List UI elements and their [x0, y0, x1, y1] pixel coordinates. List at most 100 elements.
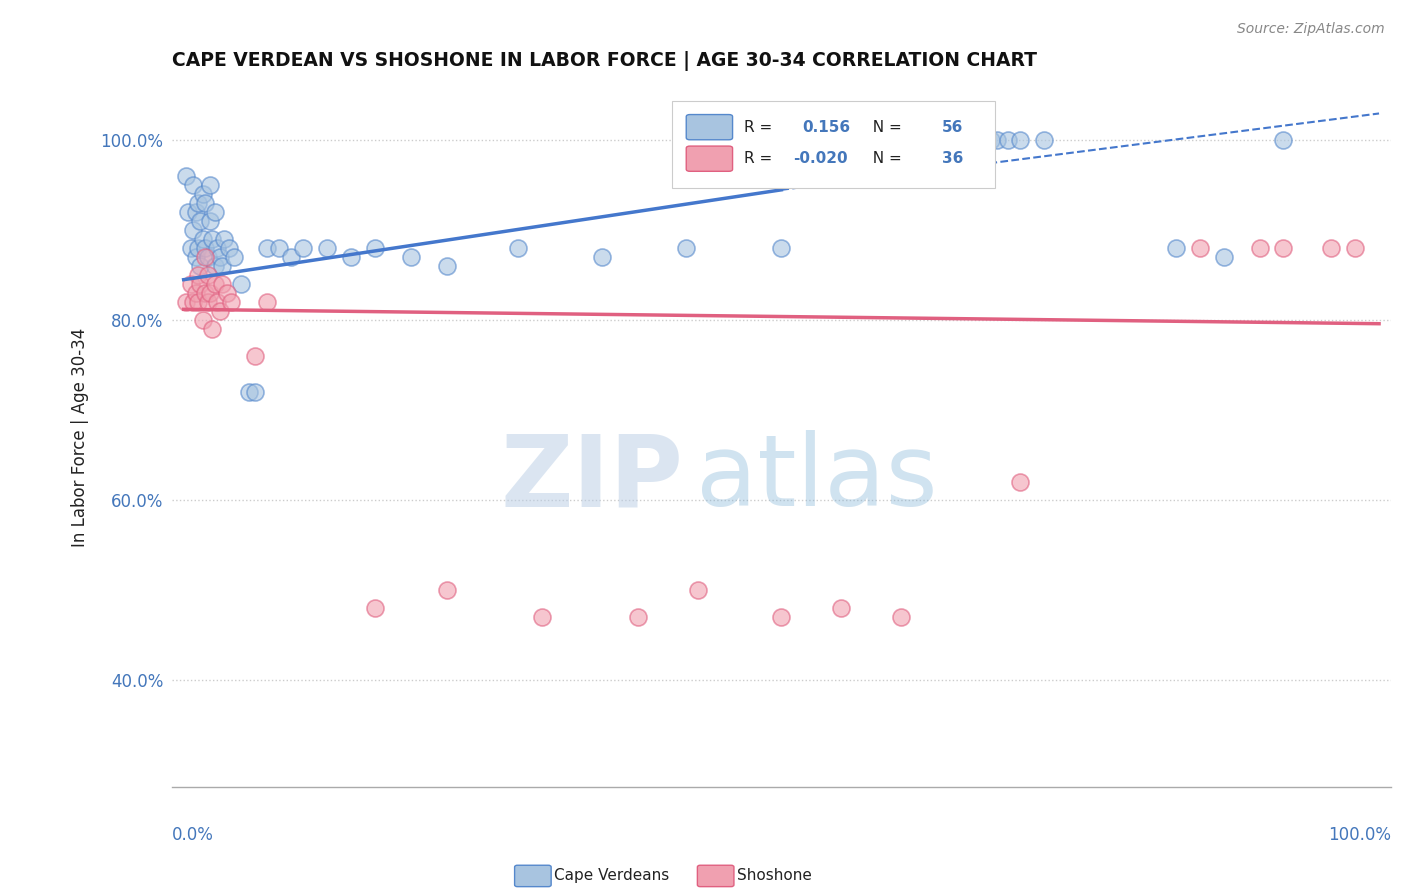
Point	[830, 600, 852, 615]
Text: 56: 56	[942, 120, 963, 135]
Point	[1212, 250, 1234, 264]
Point	[1344, 241, 1367, 255]
Point	[508, 241, 530, 255]
Point	[221, 295, 243, 310]
Point	[201, 232, 224, 246]
Text: -0.020: -0.020	[793, 152, 848, 166]
Point	[187, 268, 209, 283]
Point	[1164, 241, 1187, 255]
Text: 0.0%: 0.0%	[172, 826, 214, 844]
Point	[204, 259, 226, 273]
Point	[1010, 475, 1032, 489]
Point	[198, 214, 221, 228]
Point	[1033, 133, 1056, 147]
Point	[364, 241, 387, 255]
Point	[980, 133, 1002, 147]
Point	[956, 133, 979, 147]
Point	[1272, 241, 1295, 255]
Point	[211, 277, 233, 292]
Point	[269, 241, 291, 255]
Point	[187, 196, 209, 211]
Point	[245, 384, 267, 399]
Point	[197, 268, 219, 283]
Point	[675, 241, 697, 255]
FancyBboxPatch shape	[672, 101, 994, 188]
Point	[181, 295, 204, 310]
Point	[364, 600, 387, 615]
Text: 100.0%: 100.0%	[1329, 826, 1391, 844]
Point	[280, 250, 302, 264]
Point	[967, 133, 990, 147]
Point	[1320, 241, 1343, 255]
Point	[190, 259, 212, 273]
Point	[222, 250, 245, 264]
Point	[591, 250, 613, 264]
Point	[943, 133, 966, 147]
Point	[256, 241, 278, 255]
Point	[214, 232, 236, 246]
Text: Source: ZipAtlas.com: Source: ZipAtlas.com	[1237, 22, 1385, 37]
Point	[986, 133, 1008, 147]
Point	[627, 609, 650, 624]
FancyBboxPatch shape	[686, 146, 733, 171]
Point	[187, 241, 209, 255]
Text: 0.156: 0.156	[801, 120, 851, 135]
Point	[184, 286, 207, 301]
Point	[436, 582, 458, 597]
Point	[191, 187, 214, 202]
Point	[187, 295, 209, 310]
Point	[190, 277, 212, 292]
Point	[770, 609, 793, 624]
Text: CAPE VERDEAN VS SHOSHONE IN LABOR FORCE | AGE 30-34 CORRELATION CHART: CAPE VERDEAN VS SHOSHONE IN LABOR FORCE …	[172, 51, 1036, 70]
Point	[256, 295, 278, 310]
Text: ZIP: ZIP	[501, 431, 683, 527]
Text: Cape Verdeans: Cape Verdeans	[554, 869, 669, 883]
Point	[180, 277, 202, 292]
Point	[316, 241, 339, 255]
Point	[174, 169, 197, 184]
Point	[198, 286, 221, 301]
Point	[292, 241, 315, 255]
Point	[194, 196, 217, 211]
Point	[205, 295, 228, 310]
Point	[197, 250, 219, 264]
Point	[1249, 241, 1271, 255]
Point	[191, 232, 214, 246]
Point	[208, 250, 231, 264]
Text: R =: R =	[744, 120, 786, 135]
Point	[211, 259, 233, 273]
Text: Shoshone: Shoshone	[737, 869, 811, 883]
Point	[931, 133, 953, 147]
Point	[340, 250, 363, 264]
Point	[198, 178, 221, 193]
Text: R =: R =	[744, 152, 776, 166]
Point	[914, 133, 936, 147]
Point	[205, 241, 228, 255]
Point	[436, 259, 458, 273]
Point	[194, 286, 217, 301]
Text: N =: N =	[863, 120, 907, 135]
Point	[531, 609, 554, 624]
Point	[181, 223, 204, 237]
Point	[245, 349, 267, 363]
Point	[1272, 133, 1295, 147]
Point	[184, 250, 207, 264]
Point	[184, 205, 207, 219]
Point	[686, 582, 709, 597]
Point	[201, 322, 224, 336]
Point	[770, 241, 793, 255]
Text: N =: N =	[863, 152, 907, 166]
Point	[218, 241, 240, 255]
Text: atlas: atlas	[696, 431, 938, 527]
Point	[180, 241, 202, 255]
Point	[1010, 133, 1032, 147]
Point	[208, 304, 231, 318]
Point	[399, 250, 422, 264]
Point	[197, 295, 219, 310]
Point	[238, 384, 260, 399]
Text: 36: 36	[942, 152, 963, 166]
Point	[177, 205, 200, 219]
Point	[215, 286, 238, 301]
Point	[997, 133, 1019, 147]
Y-axis label: In Labor Force | Age 30-34: In Labor Force | Age 30-34	[72, 327, 89, 547]
